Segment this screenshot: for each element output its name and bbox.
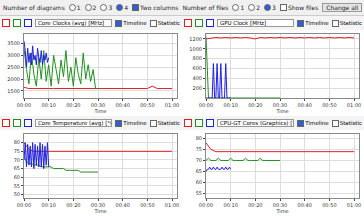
svg-text:00:30: 00:30 — [273, 102, 287, 108]
svg-text:00:40: 00:40 — [297, 202, 311, 208]
svg-text:00:10: 00:10 — [223, 202, 237, 208]
svg-text:80: 80 — [14, 139, 20, 145]
html-text:Statistic: Statistic — [157, 119, 180, 126]
svg-text:75: 75 — [14, 148, 20, 154]
svg-text:00:10: 00:10 — [223, 102, 237, 108]
svg-text:70: 70 — [14, 157, 20, 163]
html-text:Statistic: Statistic — [339, 19, 362, 26]
svg-text:2500: 2500 — [7, 64, 20, 70]
html-text:4: 4 — [124, 3, 129, 11]
svg-text:00:50: 00:50 — [140, 102, 154, 108]
svg-text:2000: 2000 — [7, 76, 20, 82]
svg-text:200: 200 — [192, 85, 202, 91]
html-text:3: 3 — [272, 3, 276, 11]
svg-text:Time: Time — [275, 208, 288, 214]
html-text:Number of files: Number of files — [182, 4, 229, 11]
svg-text:01:00: 01:00 — [165, 202, 179, 208]
svg-text:00:00: 00:00 — [17, 102, 31, 108]
html-text:2: 2 — [92, 3, 97, 11]
svg-text:1500: 1500 — [7, 88, 20, 94]
svg-text:50: 50 — [14, 191, 20, 197]
svg-text:00:00: 00:00 — [17, 202, 31, 208]
html-text:Number of diagrams: Number of diagrams — [3, 4, 65, 11]
svg-text:75: 75 — [196, 146, 202, 152]
svg-text:65: 65 — [196, 168, 202, 174]
svg-text:00:40: 00:40 — [297, 102, 311, 108]
html-text:Timeline: Timeline — [305, 19, 329, 26]
svg-text:01:00: 01:00 — [347, 102, 361, 108]
html-text:Two columns: Two columns — [140, 3, 179, 11]
svg-text:00:30: 00:30 — [273, 202, 287, 208]
svg-text:600: 600 — [192, 65, 202, 71]
html-text:Show files: Show files — [287, 3, 319, 11]
html-text:Timeline: Timeline — [123, 19, 147, 26]
svg-text:55: 55 — [196, 190, 202, 196]
svg-text:00:40: 00:40 — [115, 102, 129, 108]
svg-text:Time: Time — [275, 108, 288, 114]
svg-text:1000: 1000 — [189, 46, 202, 52]
svg-text:00:10: 00:10 — [41, 202, 55, 208]
svg-text:00:50: 00:50 — [140, 202, 154, 208]
svg-text:00:40: 00:40 — [115, 202, 129, 208]
svg-text:55: 55 — [14, 183, 20, 189]
svg-text:00:20: 00:20 — [248, 202, 262, 208]
svg-text:00:30: 00:30 — [91, 102, 105, 108]
svg-text:00:20: 00:20 — [248, 102, 262, 108]
svg-text:00:30: 00:30 — [91, 202, 105, 208]
svg-text:00:50: 00:50 — [322, 202, 336, 208]
html-text:Timeline: Timeline — [305, 119, 329, 126]
html-text:Change all: Change all — [326, 4, 359, 11]
html-text:Statistic: Statistic — [339, 119, 362, 126]
svg-text:70: 70 — [196, 157, 202, 163]
html-text:GPU Clock [MHz]: GPU Clock [MHz] — [220, 20, 267, 26]
svg-text:1200: 1200 — [189, 36, 202, 42]
svg-text:01:00: 01:00 — [347, 202, 361, 208]
svg-text:80: 80 — [196, 135, 202, 141]
svg-text:60: 60 — [14, 174, 20, 180]
html-text:Timeline: Timeline — [123, 119, 147, 126]
html-text:1: 1 — [76, 3, 81, 11]
svg-text:3000: 3000 — [7, 52, 20, 58]
html-text:Core Clocks (avg) [MHz]: Core Clocks (avg) [MHz] — [38, 20, 105, 26]
html-text:2: 2 — [256, 3, 261, 11]
svg-text:Time: Time — [93, 208, 106, 214]
svg-text:60: 60 — [196, 179, 202, 185]
svg-text:00:50: 00:50 — [322, 102, 336, 108]
svg-text:Time: Time — [93, 108, 106, 114]
html-text:Statistic: Statistic — [157, 19, 180, 26]
svg-text:00:20: 00:20 — [66, 102, 80, 108]
svg-text:65: 65 — [14, 165, 20, 171]
svg-text:00:20: 00:20 — [66, 202, 80, 208]
html-text:3: 3 — [108, 3, 113, 11]
svg-text:01:00: 01:00 — [165, 102, 179, 108]
svg-text:800: 800 — [192, 55, 202, 61]
svg-text:00:00: 00:00 — [199, 102, 213, 108]
svg-text:3500: 3500 — [7, 40, 20, 46]
svg-text:00:10: 00:10 — [41, 102, 55, 108]
html-text:1: 1 — [240, 3, 245, 11]
svg-text:00:00: 00:00 — [199, 202, 213, 208]
svg-text:400: 400 — [192, 75, 202, 81]
